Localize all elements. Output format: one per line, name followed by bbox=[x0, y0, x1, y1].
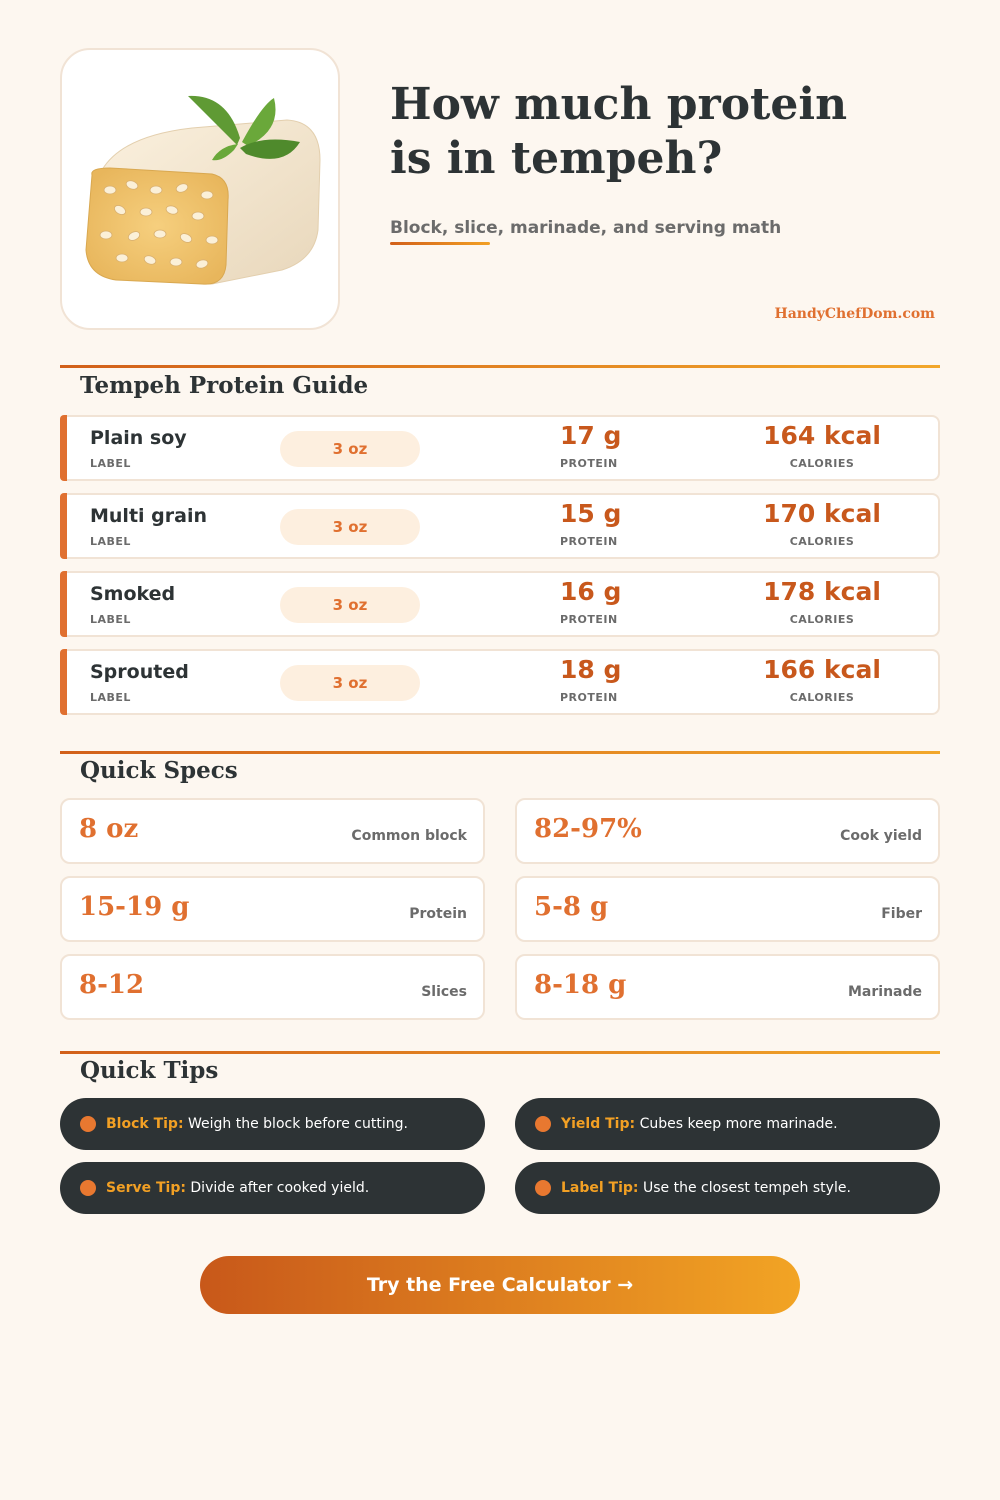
subtitle: Block, slice, marinade, and serving math bbox=[390, 218, 782, 238]
section-rule bbox=[60, 751, 940, 754]
tip-label: Yield Tip: bbox=[561, 1116, 636, 1132]
section-title: Tempeh Protein Guide bbox=[80, 372, 369, 399]
row-name-caption: LABEL bbox=[90, 535, 131, 548]
spec-card: 82-97% Cook yield bbox=[515, 798, 940, 864]
row-name-caption: LABEL bbox=[90, 613, 131, 626]
image-card bbox=[60, 48, 340, 330]
section-rule bbox=[60, 365, 940, 368]
tip-text: Cubes keep more marinade. bbox=[639, 1116, 838, 1132]
tip-text: Divide after cooked yield. bbox=[190, 1180, 370, 1196]
spec-card: 8-18 g Marinade bbox=[515, 954, 940, 1020]
cta-button[interactable]: Try the Free Calculator → bbox=[200, 1256, 800, 1314]
tip-dot bbox=[80, 1116, 96, 1132]
calories-value: 166 kcal bbox=[763, 655, 881, 684]
serving-pill: 3 oz bbox=[280, 509, 420, 545]
site-name: HandyChefDom.com bbox=[774, 306, 936, 322]
section-title: Quick Specs bbox=[80, 757, 238, 784]
calories-caption: CALORIES bbox=[789, 535, 855, 548]
tip-label: Serve Tip: bbox=[106, 1180, 186, 1196]
protein-caption: PROTEIN bbox=[560, 691, 618, 704]
row-accent bbox=[60, 415, 67, 481]
spec-card: 5-8 g Fiber bbox=[515, 876, 940, 942]
tip-label: Label Tip: bbox=[561, 1180, 639, 1196]
title: How much protein is in tempeh? bbox=[390, 78, 847, 186]
spec-value: 8-18 g bbox=[534, 970, 627, 1000]
section-title: Quick Tips bbox=[80, 1057, 219, 1084]
section-rule bbox=[60, 1051, 940, 1054]
protein-value: 18 g bbox=[560, 655, 622, 684]
calories-caption: CALORIES bbox=[789, 457, 855, 470]
tip-dot bbox=[80, 1180, 96, 1196]
row-name: Plain soy bbox=[90, 427, 187, 449]
serving-pill: 3 oz bbox=[280, 665, 420, 701]
guide-row: Sprouted LABEL 3 oz 18 g PROTEIN 166 kcal CALO… bbox=[60, 649, 940, 715]
spec-label: Fiber bbox=[881, 906, 922, 922]
protein-caption: PROTEIN bbox=[560, 535, 618, 548]
tip-dot bbox=[535, 1180, 551, 1196]
calories-caption: CALORIES bbox=[789, 613, 855, 626]
protein-caption: PROTEIN bbox=[560, 613, 618, 626]
tip-dot bbox=[535, 1116, 551, 1132]
spec-card: 8 oz Common block bbox=[60, 798, 485, 864]
calories-value: 164 kcal bbox=[763, 421, 881, 450]
row-name-caption: LABEL bbox=[90, 691, 131, 704]
row-accent bbox=[60, 493, 67, 559]
spec-value: 5-8 g bbox=[534, 892, 609, 922]
serving-pill: 3 oz bbox=[280, 431, 420, 467]
row-accent bbox=[60, 571, 67, 637]
protein-value: 15 g bbox=[560, 499, 622, 528]
tip-pill: Yield Tip: Cubes keep more marinade. bbox=[515, 1098, 940, 1150]
spec-label: Cook yield bbox=[840, 828, 922, 844]
protein-caption: PROTEIN bbox=[560, 457, 618, 470]
title-line: is in tempeh? bbox=[390, 133, 723, 184]
guide-row: Multi grain LABEL 3 oz 15 g PROTEIN 170 kcal C… bbox=[60, 493, 940, 559]
guide-row: Plain soy LABEL 3 oz 17 g PROTEIN 164 kcal CAL… bbox=[60, 415, 940, 481]
row-name-caption: LABEL bbox=[90, 457, 131, 470]
calories-caption: CALORIES bbox=[789, 691, 855, 704]
spec-value: 82-97% bbox=[534, 814, 642, 844]
guide-row: Smoked LABEL 3 oz 16 g PROTEIN 178 kcal CALORI… bbox=[60, 571, 940, 637]
row-accent bbox=[60, 649, 67, 715]
spec-label: Common block bbox=[351, 828, 467, 844]
title-line: How much protein bbox=[390, 79, 848, 130]
protein-value: 16 g bbox=[560, 577, 622, 606]
subtitle-underline bbox=[390, 242, 490, 245]
tip-label: Block Tip: bbox=[106, 1116, 184, 1132]
protein-value: 17 g bbox=[560, 421, 622, 450]
spec-value: 15-19 g bbox=[79, 892, 190, 922]
tip-text: Use the closest tempeh style. bbox=[642, 1180, 851, 1196]
tip-pill: Label Tip: Use the closest tempeh style. bbox=[515, 1162, 940, 1214]
calories-value: 178 kcal bbox=[763, 577, 881, 606]
tempeh-illustration bbox=[85, 95, 321, 285]
spec-label: Protein bbox=[409, 906, 467, 922]
row-name: Smoked bbox=[90, 583, 176, 605]
calories-value: 170 kcal bbox=[763, 499, 881, 528]
spec-card: 8-12 Slices bbox=[60, 954, 485, 1020]
tip-text: Weigh the block before cutting. bbox=[188, 1116, 408, 1132]
row-name: Multi grain bbox=[90, 505, 207, 527]
tip-pill: Serve Tip: Divide after cooked yield. bbox=[60, 1162, 485, 1214]
spec-label: Marinade bbox=[847, 984, 922, 1000]
tip-pill: Block Tip: Weigh the block before cuttin… bbox=[60, 1098, 485, 1150]
serving-pill: 3 oz bbox=[280, 587, 420, 623]
spec-card: 15-19 g Protein bbox=[60, 876, 485, 942]
spec-value: 8 oz bbox=[79, 814, 139, 844]
spec-value: 8-12 bbox=[79, 970, 145, 1000]
spec-label: Slices bbox=[421, 984, 467, 1000]
row-name: Sprouted bbox=[90, 661, 189, 683]
